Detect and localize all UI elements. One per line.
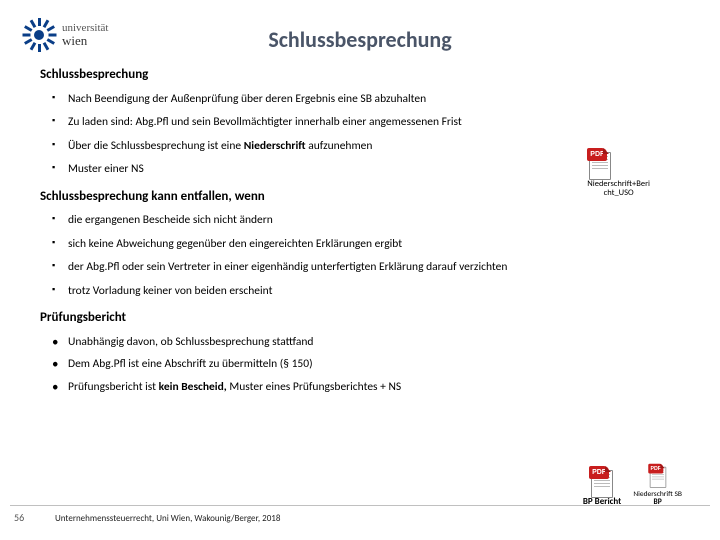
list-item: Zu laden sind: Abg.Pfl und sein Bevollmä… — [40, 115, 702, 131]
attachment-caption: Niederschrift+Bericht_USO — [587, 180, 650, 199]
section2-list: die ergangenen Bescheide sich nicht ände… — [40, 213, 702, 299]
slide-content: Schlussbesprechung Nach Beendigung der A… — [40, 66, 702, 402]
attachment-bp-bericht[interactable]: PDF BP Bericht — [583, 466, 622, 506]
section1-heading: Schlussbesprechung — [40, 66, 702, 84]
page-number: 56 — [14, 511, 24, 524]
footer-citation: Unternehmenssteuerrecht, Uni Wien, Wakou… — [55, 513, 280, 524]
pdf-icon: PDF — [587, 148, 613, 178]
attachment-group-bp: PDF BP Bericht PDF Niederschrift SBBP — [577, 460, 688, 506]
attachment-niederschrift-sb[interactable]: PDF Niederschrift SBBP — [633, 460, 682, 506]
list-item: Prüfungsbericht ist kein Bescheid, Muste… — [40, 380, 702, 396]
slide-title: Schlussbesprechung — [0, 26, 720, 53]
list-item: Unabhängig davon, ob Schlussbesprechung … — [40, 335, 702, 351]
section3-list: Unabhängig davon, ob Schlussbesprechung … — [40, 335, 702, 396]
list-item: trotz Vorladung keiner von beiden ersche… — [40, 284, 702, 300]
pdf-icon: PDF — [648, 464, 668, 487]
list-item: der Abg.Pfl oder sein Vertreter in einer… — [40, 260, 702, 276]
attachment-caption: Niederschrift SBBP — [633, 491, 682, 506]
list-item: Nach Beendigung der Außenprüfung über de… — [40, 92, 702, 108]
footer-divider — [10, 505, 710, 506]
list-item: sich keine Abweichung gegenüber den eing… — [40, 237, 702, 253]
list-item: die ergangenen Bescheide sich nicht ände… — [40, 213, 702, 229]
attachment-niederschrift[interactable]: PDF Niederschrift+Bericht_USO — [587, 148, 650, 199]
section3-heading: Prüfungsbericht — [40, 309, 702, 327]
list-item: Dem Abg.Pfl ist eine Abschrift zu übermi… — [40, 357, 702, 373]
pdf-icon: PDF — [589, 466, 615, 496]
